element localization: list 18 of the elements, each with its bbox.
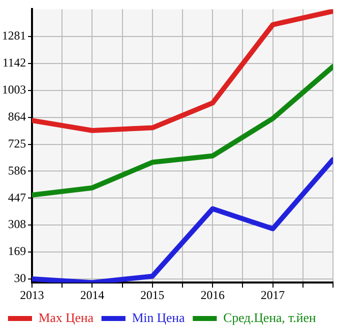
y-tick-label: 586 xyxy=(8,163,26,178)
y-tick-label: 1142 xyxy=(2,56,26,70)
x-tick-label: 2017 xyxy=(260,288,285,302)
y-tick-label: 1281 xyxy=(2,28,26,43)
y-tick-label: 864 xyxy=(8,109,26,124)
legend-label: Min Цена xyxy=(132,310,185,325)
y-tick-label: 725 xyxy=(8,136,26,150)
y-tick-label: 169 xyxy=(8,244,26,258)
y-tick-label: 447 xyxy=(8,190,26,204)
legend-label: Max Цена xyxy=(38,310,94,325)
x-tick-label: 2015 xyxy=(140,288,164,302)
x-tick-label: 2013 xyxy=(20,288,44,302)
y-tick-label: 1003 xyxy=(2,82,26,97)
y-tick-label: 308 xyxy=(8,217,26,232)
legend-label: Сред.Цена, т.йен xyxy=(223,310,316,325)
y-tick-label: 30 xyxy=(14,271,26,286)
x-tick-label: 2016 xyxy=(200,288,225,302)
x-tick-label: 2014 xyxy=(80,288,104,302)
